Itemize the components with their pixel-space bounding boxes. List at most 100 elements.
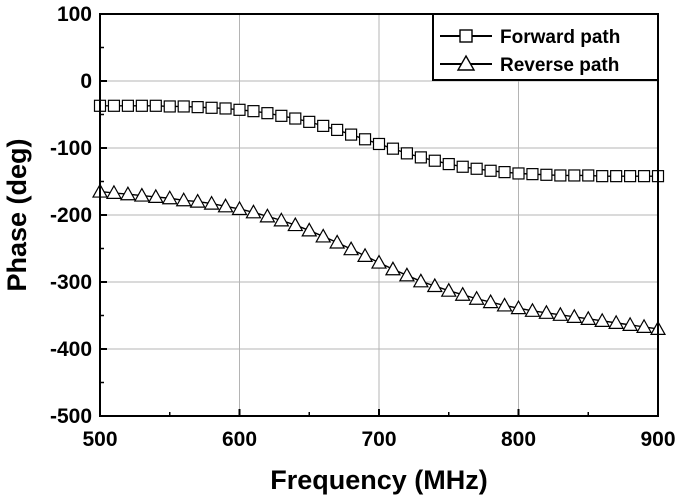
y-tick-label: -500 — [50, 405, 92, 428]
forward-point — [205, 101, 218, 114]
forward-point — [596, 170, 609, 183]
reverse-point — [636, 318, 653, 333]
reverse-point — [426, 277, 443, 293]
y-tick-label: -300 — [50, 271, 92, 294]
reverse-point — [315, 228, 332, 243]
axis-ticks — [99, 13, 659, 417]
y-tick-label: 0 — [80, 70, 92, 93]
forward-point — [582, 169, 595, 182]
reverse-point — [329, 234, 346, 249]
legend-forward-label: Forward path — [500, 27, 620, 48]
y-tick-label: -200 — [50, 204, 92, 227]
forward-point — [400, 147, 413, 160]
reverse-point — [524, 302, 541, 317]
reverse-point — [161, 190, 178, 205]
forward-point — [428, 154, 441, 167]
data-series — [91, 99, 667, 335]
legend-reverse-label: Reverse path — [500, 55, 619, 76]
reverse-point — [454, 286, 471, 301]
reverse-point — [203, 195, 220, 210]
reverse-point — [370, 254, 388, 269]
forward-point — [303, 115, 316, 128]
legend: Forward path Reverse path — [432, 13, 659, 81]
forward-point — [247, 105, 260, 118]
reverse-point — [412, 273, 429, 288]
reverse-point — [119, 186, 136, 201]
forward-point — [372, 137, 386, 151]
forward-point — [442, 157, 455, 171]
reverse-point — [398, 267, 415, 282]
y-tick-label: -400 — [50, 338, 92, 361]
forward-point — [498, 166, 511, 179]
forward-point — [610, 170, 623, 183]
forward-point — [191, 101, 204, 114]
legend-forward-marker — [459, 29, 473, 43]
reverse-point — [273, 212, 290, 227]
forward-point — [233, 103, 246, 116]
legend-reverse-marker — [456, 54, 476, 71]
reverse-point — [217, 198, 234, 213]
forward-point — [331, 123, 344, 137]
forward-point — [568, 169, 581, 182]
reverse-point — [622, 316, 639, 331]
reverse-point — [440, 282, 457, 297]
forward-point — [289, 112, 302, 125]
reverse-point — [482, 293, 499, 309]
x-tick-label: 900 — [640, 428, 675, 451]
forward-point — [107, 99, 121, 112]
forward-point — [554, 169, 567, 182]
reverse-point — [510, 299, 527, 315]
reverse-point — [357, 247, 374, 262]
reverse-point — [594, 312, 611, 327]
reverse-point — [468, 290, 485, 305]
forward-point — [470, 162, 483, 175]
forward-point — [414, 151, 427, 164]
forward-point — [121, 99, 135, 112]
forward-point — [317, 119, 330, 132]
reverse-point — [538, 304, 555, 319]
forward-point — [526, 168, 539, 181]
reverse-point — [608, 314, 625, 329]
y-tick-label: 100 — [57, 3, 92, 26]
reverse-point — [552, 306, 569, 321]
forward-point — [358, 133, 372, 146]
reverse-point — [287, 216, 304, 232]
forward-point — [540, 168, 553, 181]
forward-point — [637, 170, 651, 183]
reverse-point — [147, 188, 164, 204]
x-tick-label: 700 — [361, 428, 396, 451]
forward-point — [512, 167, 525, 180]
x-tick-label: 500 — [82, 428, 117, 451]
forward-point — [386, 142, 400, 155]
forward-point — [456, 160, 469, 173]
reverse-point — [343, 240, 360, 256]
x-tick-label: 600 — [222, 428, 257, 451]
forward-point — [261, 107, 274, 120]
reverse-point — [175, 192, 192, 207]
reverse-point — [384, 261, 401, 276]
series-square — [93, 99, 665, 183]
forward-point — [345, 128, 358, 141]
forward-point — [275, 109, 288, 122]
reverse-point — [259, 208, 276, 223]
reverse-point — [245, 204, 262, 219]
forward-point — [177, 100, 190, 113]
forward-point — [219, 102, 232, 115]
reverse-point — [566, 308, 583, 323]
reverse-point — [496, 297, 513, 312]
y-axis-title: Phase (deg) — [2, 138, 32, 291]
reverse-point — [580, 310, 597, 325]
x-tick-label: 800 — [501, 428, 536, 451]
reverse-point — [301, 222, 318, 237]
reverse-point — [189, 193, 206, 208]
forward-point — [623, 170, 637, 183]
forward-point — [163, 100, 176, 113]
reverse-point — [105, 184, 122, 199]
forward-point — [135, 99, 148, 112]
forward-point — [149, 99, 162, 112]
reverse-point — [231, 200, 248, 216]
forward-point — [484, 164, 497, 177]
y-tick-label: -100 — [50, 137, 92, 160]
